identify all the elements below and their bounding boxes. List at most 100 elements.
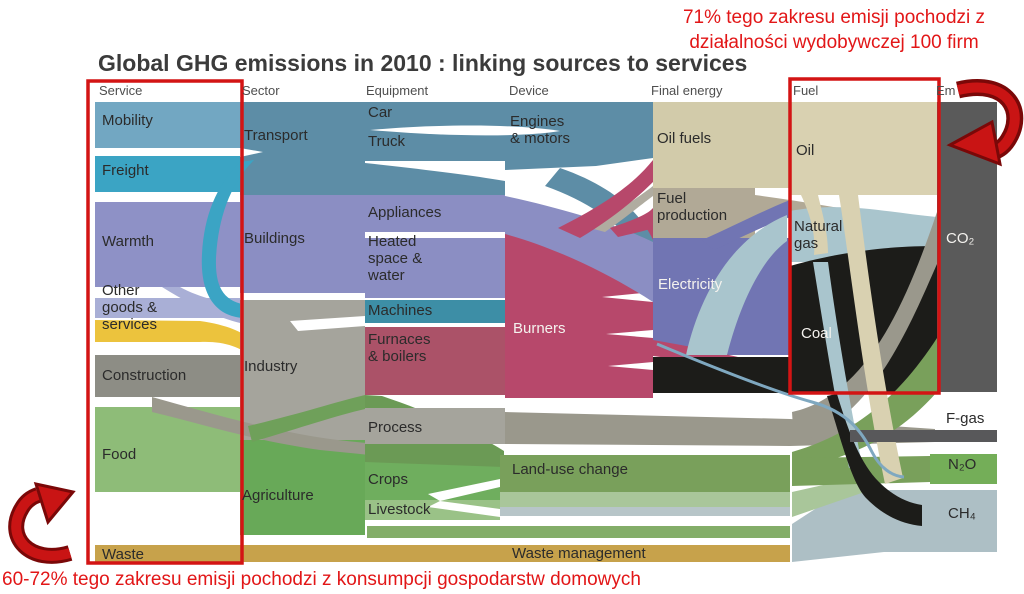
annotation-top-right: 71% tego zakresu emisji pochodzi z dział… (648, 5, 1020, 55)
col-header-equipment: Equipment (366, 83, 429, 98)
label-oil-fuels: Oil fuels (657, 130, 712, 147)
col-header-sector: Sector (242, 83, 280, 98)
flow-appliances-electricity (505, 196, 653, 302)
node-ch4-wedge (792, 472, 884, 562)
flow-agri-band-blue (500, 507, 790, 516)
node-mobility (95, 102, 240, 148)
label-f-gas: F-gas (946, 410, 985, 427)
col-header-device: Device (509, 83, 549, 98)
highlight-box-fuel (788, 77, 941, 395)
annotation-bottom-left: 60-72% tego zakresu emisji pochodzi z ko… (2, 569, 641, 590)
label-ch4: CH₄ (948, 505, 976, 522)
flow-process-co2 (792, 212, 937, 445)
gap-burners-3 (606, 330, 653, 338)
flow-electricity-oil (702, 200, 790, 250)
label-burners: Burners (513, 320, 566, 337)
node-furnaces (365, 327, 505, 395)
label-electricity: Electricity (658, 276, 723, 293)
node-machines (365, 300, 505, 323)
flow-agri-ch4 (792, 474, 879, 517)
label-crops: Crops (368, 471, 409, 488)
node-n2o (930, 454, 997, 484)
label-warmth: Warmth (102, 233, 154, 250)
label-land-use: Land-use change (512, 461, 628, 478)
flow-gas-electricity (686, 215, 787, 355)
arrow-bottom-left-icon (8, 481, 76, 564)
node-oil (790, 102, 937, 195)
flow-warmth-weave (162, 287, 240, 323)
label-livestock: Livestock (368, 501, 431, 518)
flow-fgas-line (656, 342, 905, 479)
label-appliances: Appliances (368, 204, 442, 221)
label-heated-space: Heated space & water (368, 233, 423, 284)
red-annotations (8, 77, 1024, 565)
col-header-final-energy: Final energy (651, 83, 723, 98)
node-process (365, 408, 505, 444)
flow-oil-hook (801, 195, 828, 255)
node-appliances (365, 195, 505, 232)
label-truck: Truck (368, 133, 405, 150)
flow-food-process (248, 395, 365, 442)
label-natural-gas: Natural gas (794, 218, 843, 252)
node-agriculture (240, 440, 365, 535)
flow-oil-ch4 (839, 195, 903, 484)
col-header-service: Service (99, 83, 143, 98)
gap-car-truck (370, 125, 560, 136)
flow-burners-fuelprod (610, 208, 653, 237)
highlight-box-service (86, 79, 244, 565)
flow-services-yellow (95, 320, 252, 357)
flow-agri-band-b (367, 526, 790, 538)
flow-process-band (505, 412, 790, 446)
label-machines: Machines (368, 302, 433, 319)
gap-crops-x2 (428, 501, 500, 517)
label-agriculture: Agriculture (242, 487, 314, 504)
gap-industry (290, 316, 365, 331)
node-heated-space (365, 238, 505, 298)
gap-burners-2 (602, 292, 653, 302)
node-land-use (500, 455, 790, 492)
gap-crops-x1 (428, 479, 500, 501)
label-waste-management: Waste management (512, 545, 646, 562)
node-f-gas-band (850, 430, 997, 442)
flow-construction-process (152, 397, 425, 459)
node-buildings (240, 195, 365, 293)
label-coal: Coal (801, 325, 832, 342)
flow-burners-oilfuels (558, 160, 653, 238)
annotation-top-line2: działalności wydobywczej 100 firm (689, 32, 979, 53)
label-co2: CO₂ (946, 230, 975, 247)
label-furnaces: Furnaces & boilers (368, 331, 431, 365)
label-car: Car (368, 104, 393, 121)
flow-landuse-co2 (792, 338, 937, 470)
node-freight (95, 156, 240, 192)
col-header-fuel: Fuel (793, 83, 819, 98)
label-waste: Waste (102, 546, 144, 563)
sankey-flows (95, 102, 997, 562)
label-industry: Industry (244, 358, 298, 375)
flow-agri-band-a (500, 492, 790, 507)
label-construction: Construction (102, 367, 187, 384)
flow-other-transport (365, 163, 505, 196)
annotation-top-line1: 71% tego zakresu emisji pochodzi z (682, 7, 986, 28)
col-header-emissions: Em (936, 83, 956, 98)
label-other-goods: Other goods & services (102, 282, 158, 333)
label-process: Process (368, 419, 423, 436)
label-n2o: N₂O (948, 456, 977, 473)
gap-freight (240, 148, 263, 157)
gap-burners-4 (608, 362, 653, 370)
label-fuel-production: Fuel production (657, 190, 728, 224)
node-waste-band (95, 545, 790, 562)
node-oil-fuels (653, 102, 790, 188)
flow-gas-ch4 (813, 262, 862, 468)
label-freight: Freight (102, 162, 149, 179)
label-transport: Transport (244, 127, 308, 144)
page-title: Global GHG emissions in 2010 : linking s… (98, 50, 748, 76)
label-engines: Engines & motors (510, 113, 571, 147)
node-engines (505, 102, 653, 170)
label-buildings: Buildings (244, 230, 305, 247)
flow-coal-ch4 (827, 394, 922, 526)
arrow-top-right-icon (946, 79, 1024, 167)
label-food: Food (102, 446, 137, 463)
flow-engines-electricity (545, 168, 653, 272)
